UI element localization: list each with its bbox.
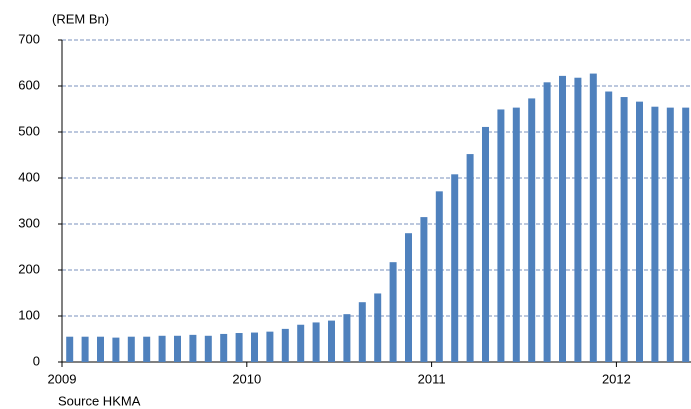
bar — [189, 334, 197, 362]
y-axis-label: (REM Bn) — [52, 11, 109, 26]
bar — [682, 107, 690, 363]
bar — [420, 217, 428, 362]
bar — [297, 324, 305, 362]
y-tick-label: 100 — [18, 307, 40, 322]
bar — [235, 333, 243, 362]
bar — [543, 82, 551, 362]
y-tick-label: 400 — [18, 169, 40, 184]
bar — [143, 336, 151, 362]
bar — [512, 107, 520, 363]
bar — [528, 98, 536, 363]
bar — [266, 331, 274, 362]
bar — [451, 174, 459, 362]
x-tick-label: 2011 — [418, 371, 446, 386]
bar — [559, 75, 566, 362]
bar — [204, 335, 212, 362]
bar — [636, 101, 643, 362]
bar — [174, 335, 181, 362]
bar — [312, 322, 320, 362]
bar — [497, 109, 505, 363]
source-note: Source HKMA — [58, 393, 141, 408]
bar — [158, 335, 166, 362]
bar — [466, 154, 474, 362]
y-tick-label: 200 — [18, 261, 40, 276]
y-tick-label: 300 — [18, 215, 40, 230]
bar — [81, 336, 89, 362]
bar — [389, 262, 397, 362]
bar — [405, 233, 412, 362]
bar — [589, 73, 597, 362]
bar — [281, 328, 289, 362]
x-tick-label: 2009 — [48, 371, 77, 386]
x-tick-label: 2012 — [602, 371, 631, 386]
y-tick-label: 500 — [18, 123, 40, 138]
bar — [328, 320, 335, 362]
bar — [343, 314, 351, 362]
bar — [482, 126, 489, 362]
bar — [66, 336, 74, 362]
x-tick-label: 2010 — [232, 371, 261, 386]
bar — [374, 293, 382, 362]
bar — [358, 302, 366, 362]
bar — [220, 333, 228, 362]
bar — [605, 91, 613, 363]
bar — [251, 332, 258, 362]
y-tick-label: 700 — [18, 31, 40, 46]
bar — [435, 191, 443, 362]
bar — [112, 337, 120, 362]
bar — [574, 77, 582, 362]
bar — [127, 336, 135, 362]
bar — [651, 106, 659, 362]
bar — [666, 107, 674, 363]
bar — [620, 97, 628, 362]
y-tick-label: 0 — [33, 353, 40, 368]
bar — [97, 336, 104, 362]
y-tick-label: 600 — [18, 77, 40, 92]
